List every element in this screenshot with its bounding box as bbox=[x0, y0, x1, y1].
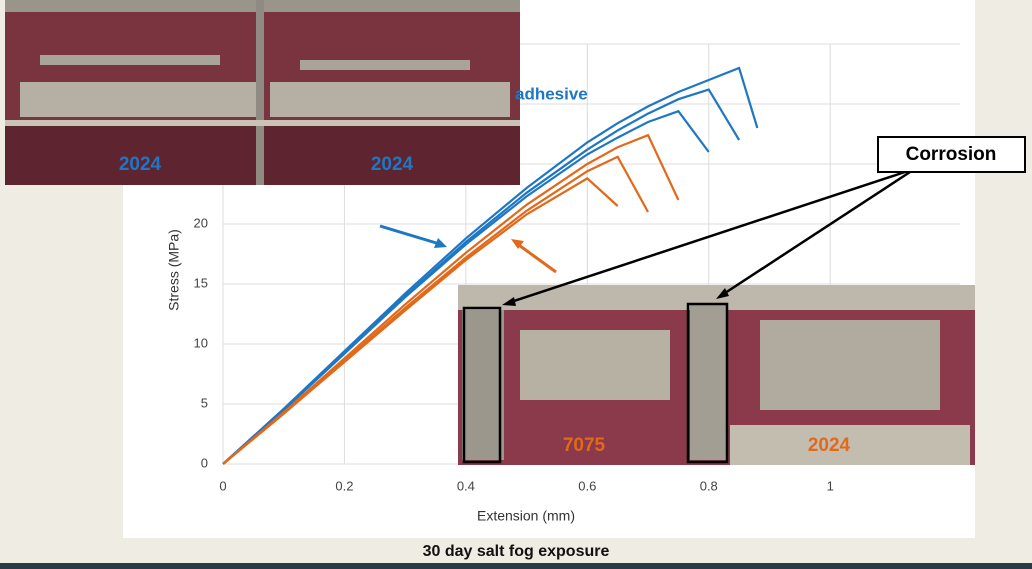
x-tick-label: 1 bbox=[827, 478, 834, 493]
x-axis-label: Extension (mm) bbox=[477, 508, 575, 524]
photo-label: 2024 bbox=[371, 154, 414, 175]
y-tick-label: 10 bbox=[194, 335, 208, 350]
corrosion-arrow bbox=[507, 170, 906, 305]
x-tick-label: 0.4 bbox=[457, 478, 475, 493]
photo-top bbox=[5, 0, 520, 185]
corrosion-arrow-head bbox=[502, 297, 516, 306]
orange-arrow bbox=[515, 241, 557, 274]
series-line bbox=[222, 66, 759, 465]
y-tick-label: 0 bbox=[201, 455, 208, 470]
annotation: Corrosion bbox=[906, 144, 997, 165]
blue-arrow-head bbox=[434, 238, 447, 248]
blue-arrow bbox=[379, 224, 444, 247]
y-tick-label: 15 bbox=[194, 275, 208, 290]
x-tick-label: 0.8 bbox=[700, 478, 718, 493]
y-axis-label: Stress (MPa) bbox=[166, 229, 182, 311]
series-line bbox=[222, 133, 680, 465]
annotation: adhesive bbox=[515, 84, 588, 103]
series-line bbox=[222, 177, 619, 465]
orange-arrow-head bbox=[511, 239, 524, 249]
x-tick-label: 0 bbox=[219, 478, 226, 493]
y-tick-label: 20 bbox=[194, 215, 208, 230]
y-tick-label: 5 bbox=[201, 395, 208, 410]
photo-label: 7075 bbox=[563, 435, 606, 456]
photo-label: 2024 bbox=[119, 154, 162, 175]
corrosion-box bbox=[877, 136, 1026, 173]
x-tick-label: 0.2 bbox=[335, 478, 353, 493]
corrosion-arrow bbox=[721, 170, 911, 297]
series-line bbox=[222, 109, 710, 465]
caption: 30 day salt fog exposure bbox=[423, 543, 610, 560]
photo-label: 2024 bbox=[808, 435, 851, 456]
corrosion-arrow-head bbox=[716, 288, 729, 299]
x-tick-label: 0.6 bbox=[578, 478, 596, 493]
bottom-band bbox=[0, 563, 1032, 569]
photo-bottom bbox=[458, 285, 975, 465]
